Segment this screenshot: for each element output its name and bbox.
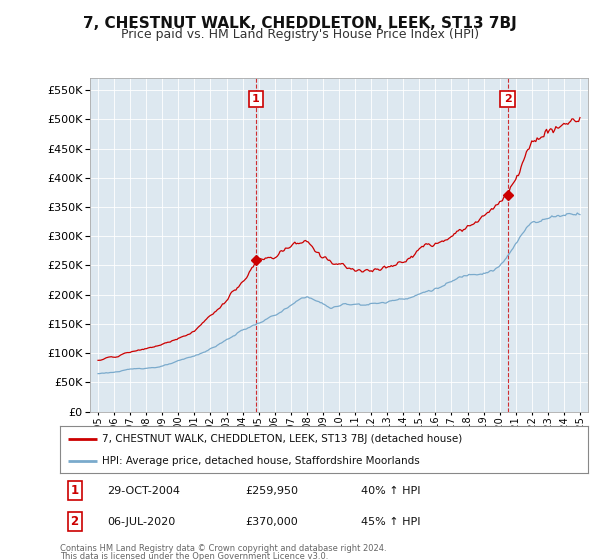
Text: Contains HM Land Registry data © Crown copyright and database right 2024.: Contains HM Land Registry data © Crown c… [60,544,386,553]
Text: £259,950: £259,950 [245,486,298,496]
Text: 2: 2 [71,515,79,529]
Text: 06-JUL-2020: 06-JUL-2020 [107,517,176,527]
Text: 45% ↑ HPI: 45% ↑ HPI [361,517,421,527]
Text: 7, CHESTNUT WALK, CHEDDLETON, LEEK, ST13 7BJ: 7, CHESTNUT WALK, CHEDDLETON, LEEK, ST13… [83,16,517,31]
Text: This data is licensed under the Open Government Licence v3.0.: This data is licensed under the Open Gov… [60,552,328,560]
Text: 2: 2 [504,94,512,104]
Text: 1: 1 [71,484,79,497]
Text: 7, CHESTNUT WALK, CHEDDLETON, LEEK, ST13 7BJ (detached house): 7, CHESTNUT WALK, CHEDDLETON, LEEK, ST13… [102,434,463,444]
Text: Price paid vs. HM Land Registry's House Price Index (HPI): Price paid vs. HM Land Registry's House … [121,28,479,41]
Text: £370,000: £370,000 [245,517,298,527]
Text: 40% ↑ HPI: 40% ↑ HPI [361,486,421,496]
Text: 1: 1 [252,94,260,104]
Text: HPI: Average price, detached house, Staffordshire Moorlands: HPI: Average price, detached house, Staf… [102,456,420,466]
Text: 29-OCT-2004: 29-OCT-2004 [107,486,181,496]
